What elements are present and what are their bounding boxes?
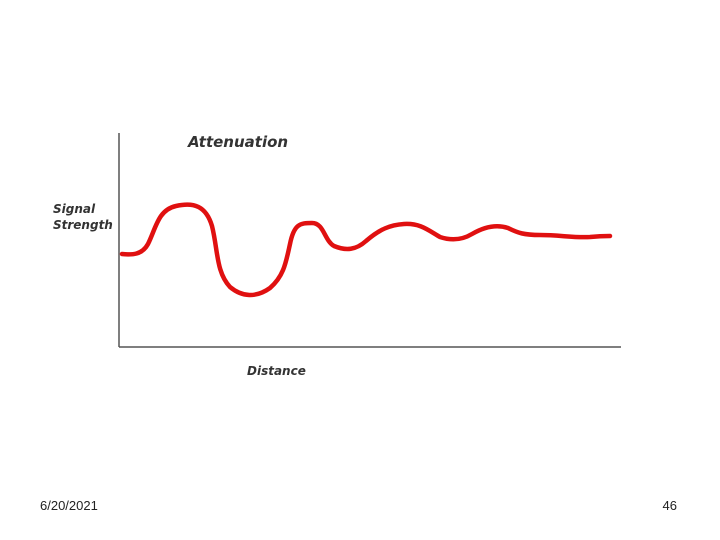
diagram-title: Attenuation [187,133,288,151]
x-axis-label: Distance [247,364,306,378]
y-axis-label: Signal [53,202,96,216]
page-number: 46 [663,498,677,513]
signal-curve [119,202,613,298]
footer-date: 6/20/2021 [40,498,98,513]
y-axis-label: Strength [53,218,113,232]
